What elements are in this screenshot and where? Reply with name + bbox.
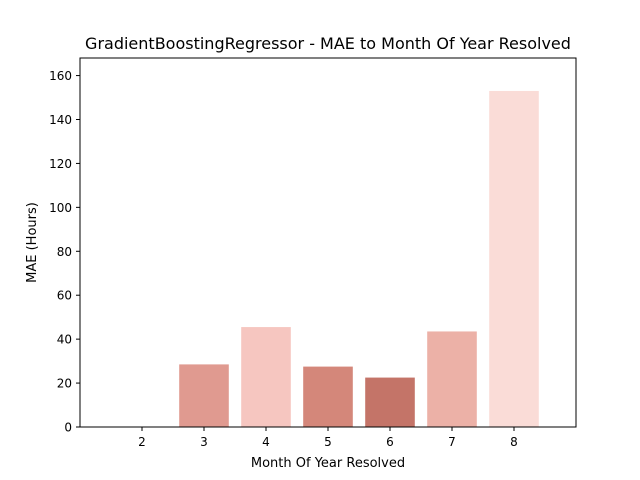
y-tick-label: 140 xyxy=(49,113,72,127)
x-tick-label: 4 xyxy=(262,435,270,449)
y-tick-label: 160 xyxy=(49,69,72,83)
bar-month-8 xyxy=(489,90,539,428)
x-tick-label: 3 xyxy=(200,435,208,449)
bar-month-7 xyxy=(427,331,477,427)
chart-title: GradientBoostingRegressor - MAE to Month… xyxy=(85,34,571,53)
x-tick-label: 5 xyxy=(324,435,332,449)
y-tick-label: 100 xyxy=(49,201,72,215)
bar-month-4 xyxy=(241,327,291,427)
y-axis-label: MAE (Hours) xyxy=(25,202,40,283)
y-tick-label: 120 xyxy=(49,157,72,171)
y-tick-label: 80 xyxy=(57,245,72,259)
bar-month-5 xyxy=(303,366,353,427)
x-tick-label: 7 xyxy=(448,435,456,449)
y-tick-label: 40 xyxy=(57,333,72,347)
x-tick-label: 2 xyxy=(138,435,146,449)
bar-group xyxy=(179,90,539,428)
x-axis-label: Month Of Year Resolved xyxy=(251,456,405,471)
x-axis-ticks: 2 3 4 5 6 7 8 xyxy=(138,427,518,449)
y-axis-ticks: 0 20 40 60 80 100 120 140 160 xyxy=(49,69,80,435)
y-tick-label: 0 xyxy=(64,421,72,435)
x-tick-label: 8 xyxy=(510,435,518,449)
y-tick-label: 20 xyxy=(57,377,72,391)
x-tick-label: 6 xyxy=(386,435,394,449)
y-tick-label: 60 xyxy=(57,289,72,303)
bar-month-3 xyxy=(179,364,229,427)
bar-month-6 xyxy=(365,377,415,427)
